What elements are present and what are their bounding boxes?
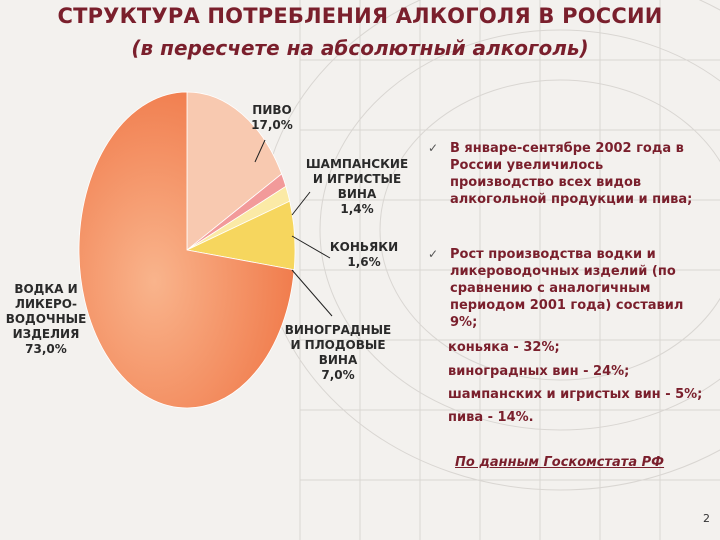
growth-row-shampanskie: шампанских и игристых вин - 5%;: [448, 387, 703, 402]
source-note: По данным Госкомстата РФ: [455, 455, 665, 470]
slice-label-konyaki: КОНЬЯКИ 1,6%: [329, 240, 399, 269]
growth-row-vina: виноградных вин - 24%;: [448, 364, 630, 379]
growth-row-konyak: коньяка - 32%;: [448, 340, 560, 355]
check-icon: ✓: [428, 247, 439, 261]
slice-label-shampanskie: ШАМПАНСКИЕ И ИГРИСТЫЕ ВИНА 1,4%: [305, 157, 409, 216]
bullet-item: ✓ В январе-сентябре 2002 года в России у…: [428, 141, 693, 207]
page-number: 2: [703, 512, 710, 525]
check-icon: ✓: [428, 141, 439, 155]
growth-row-pivo: пива - 14%.: [448, 410, 534, 425]
page-subtitle: (в пересчете на абсолютный алкоголь): [131, 36, 589, 60]
pie-slice-pivo: [186, 91, 283, 251]
slice-label-pivo: ПИВО 17,0%: [251, 103, 293, 132]
slice-label-vinogradnye: ВИНОГРАДНЫЕ И ПЛОДОВЫЕ ВИНА 7,0%: [284, 323, 392, 382]
pie-slice-vodka: [78, 91, 295, 409]
slice-label-vodka: ВОДКА И ЛИКЕРО- ВОДОЧНЫЕ ИЗДЕЛИЯ 73,0%: [5, 282, 87, 356]
bullet-item: ✓ Рост производства водки и ликероводочн…: [428, 247, 684, 330]
page-title: СТРУКТУРА ПОТРЕБЛЕНИЯ АЛКОГОЛЯ В РОССИИ: [57, 4, 663, 28]
